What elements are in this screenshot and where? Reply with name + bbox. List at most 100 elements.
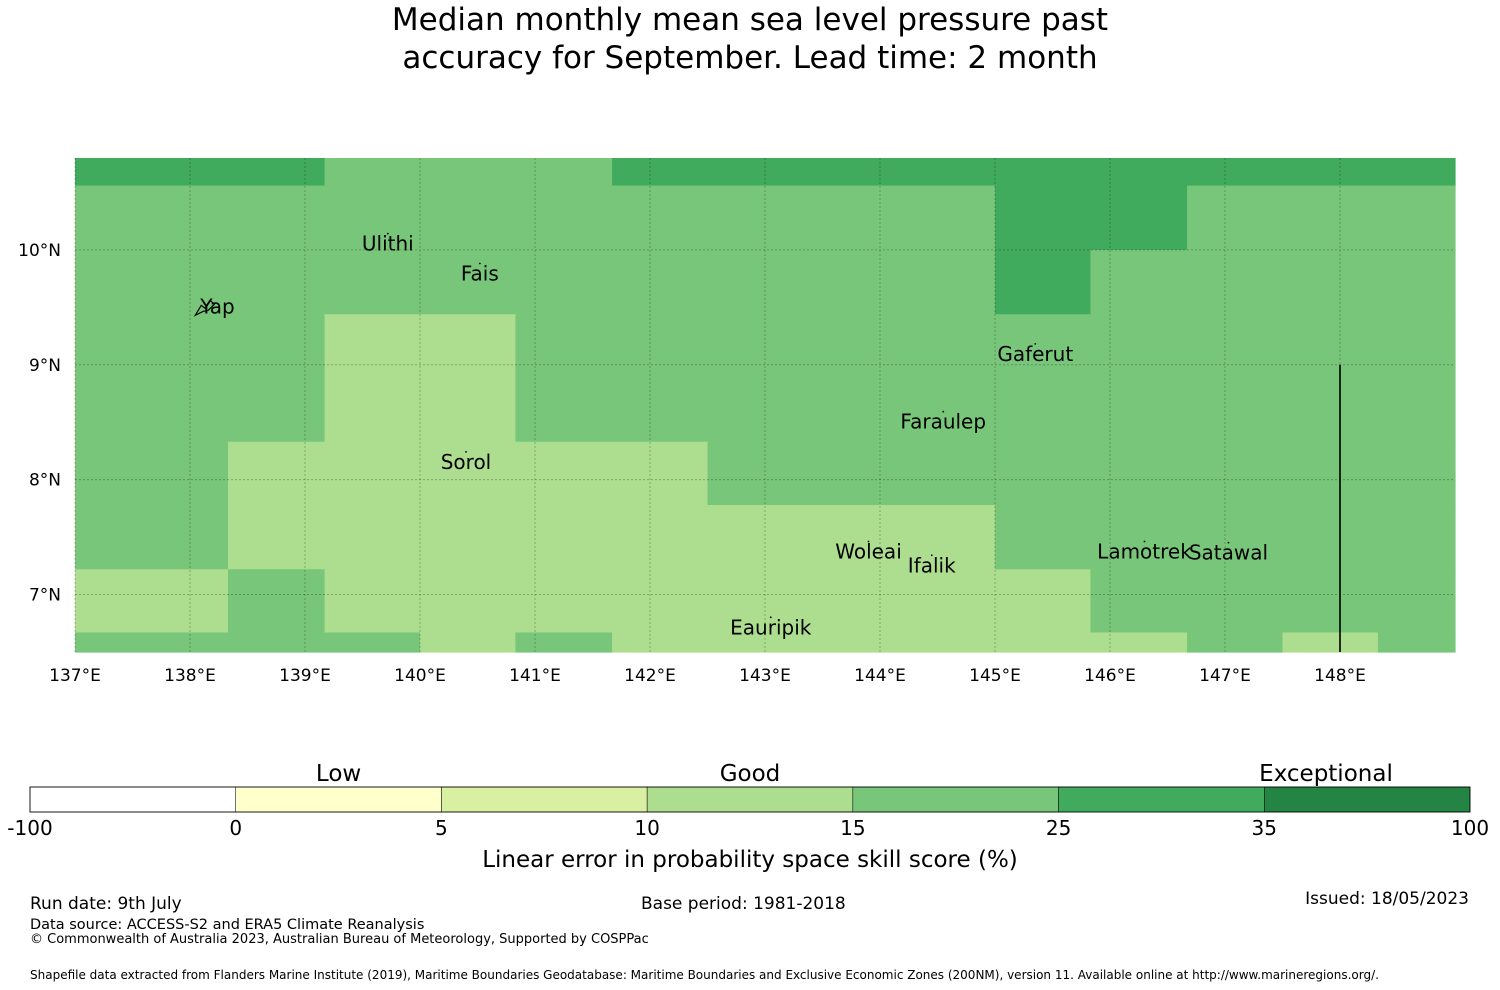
skill-cell bbox=[420, 158, 516, 186]
skill-cell bbox=[75, 314, 229, 442]
legend-tick-label: 0 bbox=[229, 816, 242, 840]
lon-tick-label: 145°E bbox=[969, 666, 1021, 686]
skill-cell bbox=[803, 569, 900, 633]
lon-tick-label: 141°E bbox=[509, 666, 561, 686]
skill-cell bbox=[515, 505, 612, 570]
skill-cell bbox=[1187, 632, 1283, 652]
skill-cell bbox=[1378, 314, 1456, 442]
skill-cell bbox=[1187, 186, 1283, 251]
skill-cell bbox=[75, 632, 229, 652]
legend-tick-label: 100 bbox=[1451, 816, 1489, 840]
skill-cell bbox=[995, 158, 1091, 186]
lon-tick-label: 137°E bbox=[49, 666, 101, 686]
copyright: © Commonwealth of Australia 2023, Austra… bbox=[30, 932, 649, 947]
legend-tick-label: -100 bbox=[7, 816, 52, 840]
skill-cell bbox=[75, 569, 229, 633]
skill-cell bbox=[1090, 314, 1187, 442]
legend-swatch bbox=[647, 787, 853, 812]
skill-cell bbox=[708, 505, 804, 570]
lat-tick-label: 10°N bbox=[18, 241, 61, 261]
skill-cell bbox=[515, 632, 612, 652]
run-date: Run date: 9th July bbox=[30, 894, 182, 914]
lat-tick-label: 9°N bbox=[29, 356, 61, 376]
skill-cell bbox=[228, 569, 325, 633]
place-label: Ifalik bbox=[908, 553, 956, 577]
skill-cell bbox=[515, 250, 612, 315]
skill-cell bbox=[1378, 632, 1456, 652]
skill-cell bbox=[995, 250, 1091, 315]
legend-category-label: Good bbox=[720, 761, 781, 787]
place-label: Faraulep bbox=[900, 410, 986, 434]
issued-date: Issued: 18/05/2023 bbox=[1305, 889, 1469, 909]
skill-cell bbox=[1090, 569, 1187, 633]
skill-cell bbox=[708, 314, 804, 442]
skill-cell bbox=[75, 158, 229, 186]
skill-cell bbox=[1378, 569, 1456, 633]
legend-tick-label: 5 bbox=[435, 816, 448, 840]
skill-cell bbox=[75, 186, 229, 251]
skill-cell bbox=[325, 569, 421, 633]
legend-tick-label: 35 bbox=[1252, 816, 1277, 840]
skill-cell bbox=[325, 505, 421, 570]
legend-tick-label: 15 bbox=[840, 816, 865, 840]
legend-swatch bbox=[1059, 787, 1265, 812]
lat-tick-label: 7°N bbox=[29, 586, 61, 606]
skill-cell bbox=[325, 314, 421, 442]
skill-cell bbox=[515, 569, 612, 633]
skill-cell bbox=[803, 632, 900, 652]
legend-swatch bbox=[853, 787, 1059, 812]
place-label: Gaferut bbox=[997, 342, 1073, 366]
legend-swatch bbox=[236, 787, 442, 812]
skill-cell bbox=[803, 250, 900, 315]
skill-cell bbox=[900, 569, 996, 633]
place-label: Woleai bbox=[835, 539, 902, 563]
skill-cell bbox=[708, 442, 804, 506]
lat-tick-label: 8°N bbox=[29, 471, 61, 491]
skill-cell bbox=[1283, 250, 1379, 315]
skill-cell bbox=[420, 632, 516, 652]
skill-cell bbox=[325, 632, 421, 652]
lon-tick-label: 143°E bbox=[739, 666, 791, 686]
lon-tick-label: 140°E bbox=[394, 666, 446, 686]
skill-cell bbox=[1378, 186, 1456, 251]
skill-cell bbox=[900, 186, 996, 251]
skill-cell bbox=[1090, 250, 1187, 315]
skill-cell bbox=[325, 158, 421, 186]
legend-axis-label: Linear error in probability space skill … bbox=[482, 847, 1018, 873]
skill-cell bbox=[612, 442, 708, 506]
skill-cell bbox=[612, 569, 708, 633]
skill-cell bbox=[325, 442, 421, 506]
skill-cell bbox=[900, 632, 996, 652]
data-source: Data source: ACCESS-S2 and ERA5 Climate … bbox=[30, 917, 424, 933]
skill-cell bbox=[1283, 505, 1379, 570]
skill-cell bbox=[515, 314, 612, 442]
place-label: Eauripik bbox=[730, 615, 812, 639]
lon-tick-label: 139°E bbox=[279, 666, 331, 686]
skill-cell bbox=[420, 569, 516, 633]
skill-cell bbox=[803, 186, 900, 251]
skill-cell bbox=[900, 250, 996, 315]
skill-cell bbox=[420, 314, 516, 442]
place-label: Sorol bbox=[441, 450, 492, 474]
skill-cell bbox=[515, 158, 612, 186]
legend-category-label: Exceptional bbox=[1259, 761, 1393, 787]
lon-tick-label: 148°E bbox=[1314, 666, 1366, 686]
skill-cell bbox=[420, 186, 516, 251]
skill-cell bbox=[995, 442, 1091, 506]
skill-cell bbox=[1378, 505, 1456, 570]
skill-cell bbox=[1187, 250, 1283, 315]
skill-cell bbox=[708, 186, 804, 251]
skill-cell bbox=[228, 314, 325, 442]
skill-cell bbox=[228, 442, 325, 506]
skill-cell bbox=[420, 505, 516, 570]
skill-cell bbox=[995, 186, 1091, 251]
skill-cell bbox=[1283, 314, 1379, 442]
skill-cell bbox=[708, 158, 804, 186]
skill-cell bbox=[75, 442, 229, 506]
place-label: Yap bbox=[199, 294, 234, 318]
skill-cell bbox=[612, 632, 708, 652]
base-period: Base period: 1981-2018 bbox=[641, 894, 846, 914]
skill-cell bbox=[612, 186, 708, 251]
skill-cell bbox=[612, 250, 708, 315]
place-label: Fais bbox=[461, 261, 499, 285]
